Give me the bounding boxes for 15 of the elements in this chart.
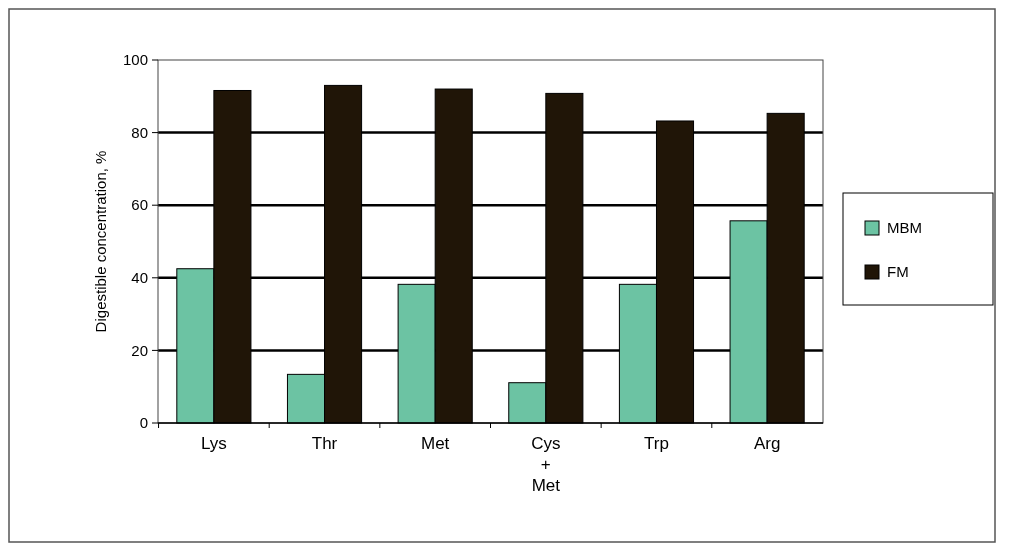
x-tick-label: Trp xyxy=(644,434,669,453)
y-tick-label: 60 xyxy=(131,196,148,214)
legend-label: MBM xyxy=(887,219,922,237)
y-tick-label: 100 xyxy=(122,51,148,69)
y-tick-label: 40 xyxy=(131,269,148,287)
legend-label: FM xyxy=(887,263,909,281)
x-tick-label: Met xyxy=(421,434,450,453)
y-tick-label: 0 xyxy=(139,414,148,432)
x-tick-label: Lys xyxy=(200,434,227,453)
x-tick-label: Cys + Met xyxy=(531,434,561,495)
y-tick-label: 20 xyxy=(131,341,148,359)
x-tick-label: Thr xyxy=(311,434,338,453)
x-tick-label: Arg xyxy=(753,434,781,453)
y-axis-title: Digestible concentration, % xyxy=(92,150,109,333)
y-tick-label: 80 xyxy=(131,123,148,141)
